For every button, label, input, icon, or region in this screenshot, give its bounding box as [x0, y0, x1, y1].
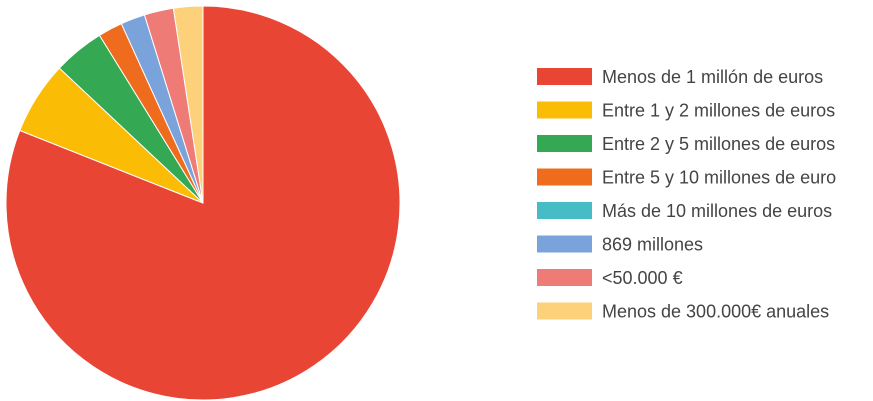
legend-label-6: <50.000 €	[602, 268, 683, 288]
legend-label-3: Entre 5 y 10 millones de euro	[602, 168, 836, 188]
legend-label-4: Más de 10 millones de euros	[602, 201, 832, 221]
legend-swatch-5	[537, 235, 592, 253]
legend: Menos de 1 millón de euros Entre 1 y 2 mi…	[537, 67, 836, 322]
legend-swatch-2	[537, 135, 592, 152]
legend-swatch-1	[537, 101, 592, 119]
legend-swatch-0	[537, 68, 592, 85]
legend-label-0: Menos de 1 millón de euros	[602, 67, 823, 87]
legend-label-1: Entre 1 y 2 millones de euros	[602, 101, 835, 121]
legend-label-7: Menos de 300.000€ anuales	[602, 302, 829, 322]
legend-label-5: 869 millones	[602, 235, 703, 255]
pie-slice-7	[172, 5, 204, 204]
pie-slices	[5, 5, 401, 401]
legend-swatch-4	[537, 202, 592, 219]
legend-swatch-3	[537, 168, 592, 186]
legend-swatch-7	[537, 302, 592, 320]
legend-label-2: Entre 2 y 5 millones de euros	[602, 134, 835, 154]
legend-swatch-6	[537, 269, 592, 286]
